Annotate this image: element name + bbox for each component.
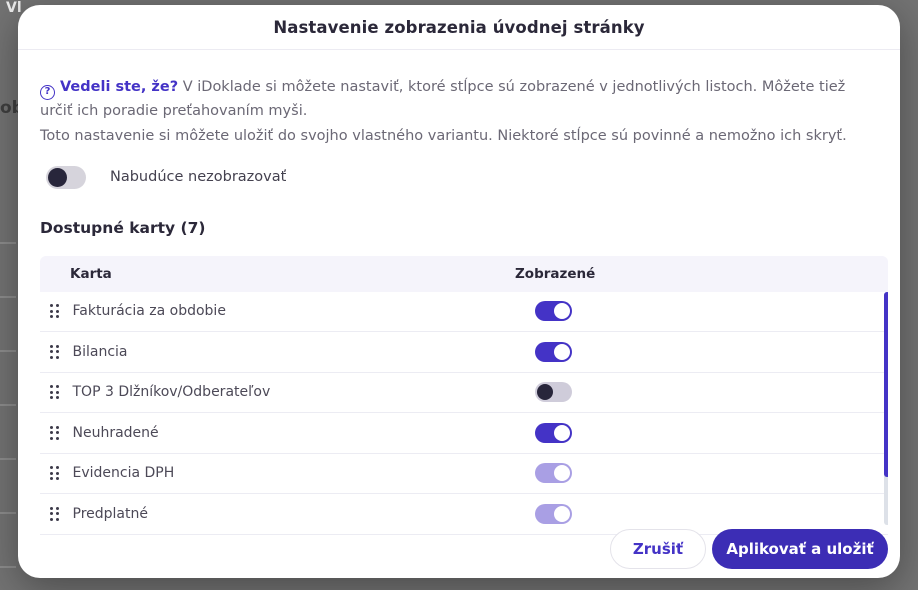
- dont-show-toggle[interactable]: [46, 165, 86, 189]
- column-header-shown: Zobrazené: [515, 265, 596, 282]
- info-paragraph-1: ? Vedeli ste, že? V iDoklade si môžete na…: [40, 76, 878, 122]
- table-row: TOP 3 Dlžníkov/Odberateľov: [40, 373, 888, 413]
- question-circle-icon: ?: [40, 84, 55, 100]
- card-toggle[interactable]: [535, 463, 572, 484]
- card-label: Predplatné: [72, 505, 148, 522]
- card-toggle[interactable]: [535, 382, 572, 403]
- table-scrollbar[interactable]: [884, 291, 888, 525]
- toggle-knob: [554, 505, 570, 522]
- toggle-knob: [537, 384, 553, 401]
- table-rows-viewport: Fakturácia za obdobie Bilancia TOP 3 Dlž…: [40, 291, 888, 537]
- toggle-knob: [48, 167, 67, 187]
- card-toggle[interactable]: [535, 422, 572, 443]
- card-label: Bilancia: [72, 343, 128, 360]
- table-header: Karta Zobrazené: [40, 255, 888, 292]
- card-toggle[interactable]: [535, 341, 572, 362]
- row-left: Neuhradené: [40, 425, 515, 441]
- modal-header: Nastavenie zobrazenia úvodnej stránky: [18, 5, 900, 50]
- table-row: Bilancia: [40, 332, 888, 373]
- scrollbar-thumb[interactable]: [884, 291, 888, 477]
- apply-save-button[interactable]: Aplikovať a uložiť: [712, 529, 888, 569]
- info-lead: Vedeli ste, že?: [60, 79, 179, 95]
- table-row: Predplatné: [40, 494, 888, 535]
- row-right: [515, 382, 888, 403]
- table-row: Neuhradené: [40, 413, 888, 454]
- background-text-fragment: Vl: [6, 0, 22, 16]
- row-right: [515, 422, 888, 443]
- modal-footer: Zrušiť Aplikovať a uložiť: [610, 529, 888, 569]
- row-right: [515, 503, 888, 524]
- cards-table: Karta Zobrazené Fakturácia za obdobie Bi…: [40, 255, 888, 537]
- card-label: Neuhradené: [72, 424, 159, 441]
- drag-handle-icon[interactable]: [50, 425, 59, 440]
- dont-show-row: Nabudúce nezobrazovať: [46, 165, 888, 189]
- card-label: TOP 3 Dlžníkov/Odberateľov: [72, 384, 271, 401]
- drag-handle-icon[interactable]: [50, 506, 59, 521]
- row-left: Evidencia DPH: [40, 465, 515, 481]
- toggle-knob: [554, 424, 570, 441]
- background-text-fragment: ob: [0, 98, 24, 118]
- row-right: [515, 301, 888, 322]
- row-left: Fakturácia za obdobie: [40, 303, 515, 319]
- modal-title: Nastavenie zobrazenia úvodnej stránky: [273, 17, 645, 37]
- drag-handle-icon[interactable]: [50, 304, 59, 319]
- section-title: Dostupné karty (7): [40, 218, 206, 237]
- row-right: [515, 341, 888, 362]
- settings-modal: Nastavenie zobrazenia úvodnej stránky ? V…: [18, 5, 900, 578]
- toggle-knob: [554, 465, 570, 482]
- info-paragraph-2: Toto nastavenie si môžete uložiť do svoj…: [40, 125, 878, 147]
- cancel-button[interactable]: Zrušiť: [610, 529, 706, 569]
- table-row: Evidencia DPH: [40, 454, 888, 494]
- drag-handle-icon[interactable]: [50, 466, 59, 481]
- card-rows: Fakturácia za obdobie Bilancia TOP 3 Dlž…: [40, 292, 888, 535]
- info-text-2: Toto nastavenie si môžete uložiť do svoj…: [40, 127, 847, 144]
- toggle-knob: [554, 343, 570, 360]
- info-text-1: V iDoklade si môžete nastaviť, ktoré stĺ…: [40, 79, 846, 119]
- table-row: Fakturácia za obdobie: [40, 292, 888, 332]
- row-left: TOP 3 Dlžníkov/Odberateľov: [40, 384, 515, 400]
- card-toggle[interactable]: [535, 503, 572, 524]
- card-toggle[interactable]: [535, 301, 572, 322]
- row-right: [515, 463, 888, 484]
- drag-handle-icon[interactable]: [50, 344, 59, 359]
- dont-show-label: Nabudúce nezobrazovať: [110, 169, 287, 185]
- card-label: Evidencia DPH: [72, 465, 175, 482]
- column-header-card: Karta: [70, 265, 112, 282]
- drag-handle-icon[interactable]: [50, 385, 59, 400]
- background-dimmed-content: [0, 190, 16, 570]
- card-label: Fakturácia za obdobie: [72, 303, 226, 320]
- toggle-knob: [554, 303, 570, 320]
- row-left: Bilancia: [40, 344, 515, 360]
- row-left: Predplatné: [40, 506, 515, 522]
